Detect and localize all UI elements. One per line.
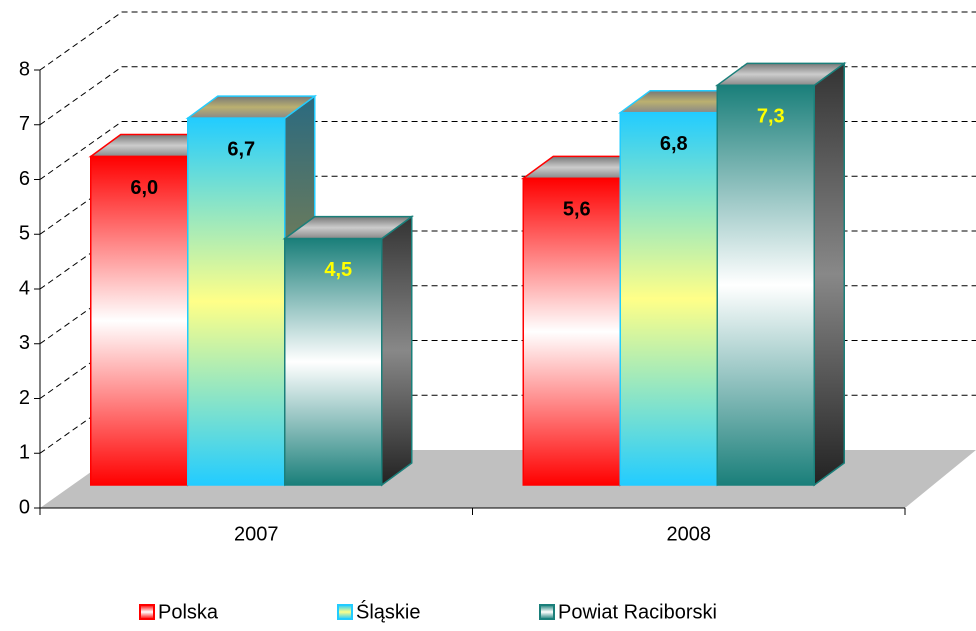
value-label: 6,0: [130, 177, 158, 199]
grid-line: [39, 11, 976, 71]
bar: [619, 111, 718, 486]
y-tick-label: 6: [19, 168, 30, 190]
legend-swatch: [539, 604, 555, 620]
value-label: 7,3: [757, 106, 785, 128]
legend-label: Powiat Raciborski: [558, 601, 717, 623]
x-tick-label: 2008: [667, 523, 712, 545]
bar: [716, 84, 815, 486]
y-tick-label: 5: [19, 223, 30, 245]
y-tick-label: 0: [19, 496, 30, 518]
value-label: 6,7: [227, 138, 255, 160]
bar-side: [813, 61, 845, 487]
legend-label: Śląskie: [356, 599, 420, 623]
value-label: 5,6: [563, 199, 591, 221]
y-tick-label: 7: [19, 113, 30, 135]
bar: [90, 155, 189, 486]
bar: [187, 117, 286, 486]
legend-label: Polska: [158, 601, 219, 623]
y-tick-label: 2: [19, 387, 30, 409]
bar-side: [381, 215, 413, 487]
y-tick-label: 8: [19, 58, 30, 80]
bar: [522, 177, 621, 486]
grid-line: [39, 66, 976, 126]
grid-line: [39, 121, 976, 180]
y-tick-label: 1: [19, 442, 30, 464]
bar: [284, 237, 383, 486]
x-tick-label: 2007: [234, 523, 279, 545]
value-label: 6,8: [660, 133, 688, 155]
y-tick-label: 3: [19, 332, 30, 354]
y-tick-label: 4: [19, 277, 30, 299]
legend-swatch: [337, 604, 353, 620]
value-label: 4,5: [324, 259, 352, 281]
legend-swatch: [139, 604, 155, 620]
